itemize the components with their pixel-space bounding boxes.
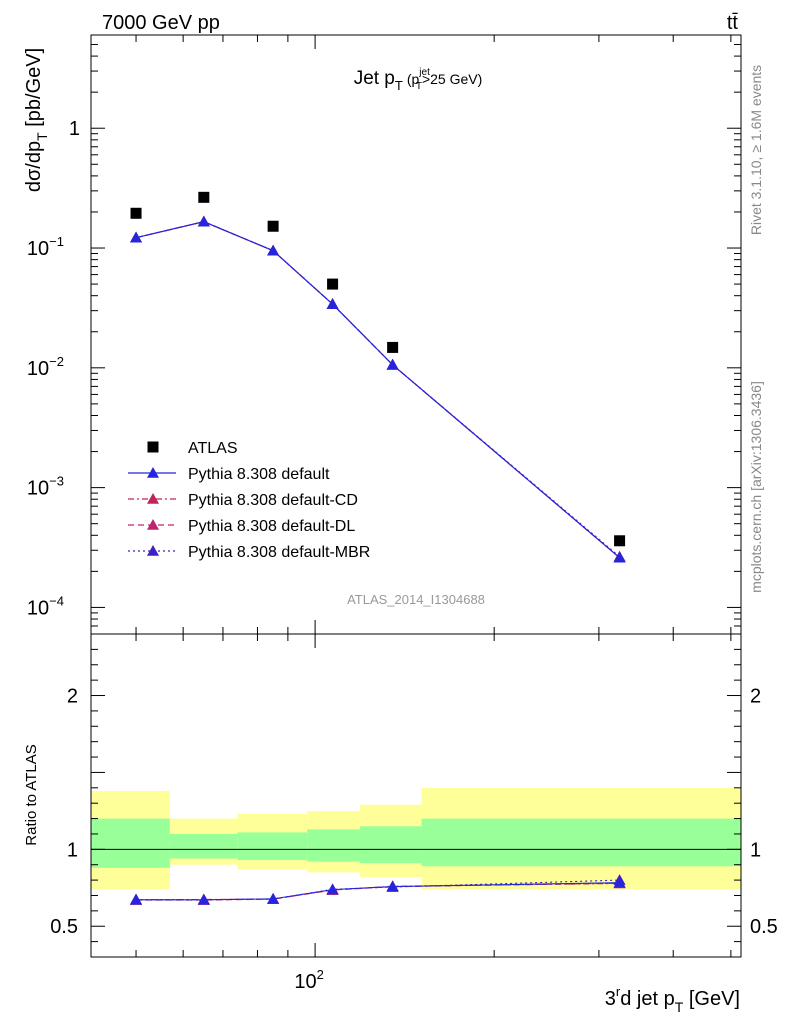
analysis-id: ATLAS_2014_I1304688	[347, 592, 485, 607]
ratio-line	[136, 882, 620, 901]
ratio-y-tick-label-right: 0.5	[750, 916, 778, 938]
atlas-point	[198, 191, 210, 203]
y-tick-label: 10−4	[27, 593, 64, 619]
ratio-point	[386, 880, 399, 892]
ratio-y-tick-label-right: 2	[750, 686, 761, 708]
legend-label: ATLAS	[188, 440, 238, 457]
atlas-point	[327, 278, 339, 290]
ratio-point	[613, 876, 626, 888]
atlas-point	[130, 207, 142, 219]
ratio-point	[267, 892, 280, 904]
series-line	[135, 221, 620, 559]
ratio-point	[197, 893, 210, 905]
atlas-point	[267, 220, 279, 232]
mc-point	[130, 231, 143, 243]
mc-point	[613, 551, 626, 563]
legend-marker	[147, 493, 159, 504]
ratio-y-tick-label-right: 1	[750, 839, 761, 861]
band-stat-bin	[169, 833, 238, 859]
mc-point	[197, 215, 210, 227]
legend-marker	[147, 519, 159, 530]
title-paren-sup: jet	[418, 67, 430, 78]
atlas-point	[387, 341, 399, 353]
band-stat-bin	[237, 832, 308, 861]
lower-ylabel: Ratio to ATLAS	[23, 744, 40, 845]
legend-label: Pythia 8.308 default	[188, 466, 330, 483]
y-tick-label: 1	[69, 118, 80, 140]
title-paren-rest: >25 GeV)	[422, 71, 482, 87]
title-paren-sub: T	[416, 81, 422, 92]
xlabel: 3rd jet pT [GeV]	[605, 984, 740, 1015]
mc-point	[267, 244, 280, 256]
lower-frame	[90, 633, 742, 958]
ratio-y-tick-label: 2	[67, 686, 78, 708]
lower-panel: 102 0.5 0.5 1 1 2 2	[50, 633, 778, 993]
ratio-y-tick-label: 1	[67, 839, 78, 861]
mcplots-label: mcplots.cern.ch [arXiv:1306.3436]	[748, 381, 764, 593]
ratio-y-tick-label: 0.5	[50, 916, 78, 938]
legend-label: Pythia 8.308 default-CD	[188, 492, 358, 509]
legend-label: Pythia 8.308 default-DL	[188, 518, 355, 535]
mc-point	[386, 358, 399, 370]
atlas-point	[614, 535, 626, 547]
mc-point	[326, 298, 339, 309]
band-stat-bin	[91, 818, 170, 868]
title-main: Jet p	[354, 68, 395, 89]
process-label: tt̄	[727, 12, 739, 34]
band-stat-bin	[421, 818, 741, 867]
legend-label: Pythia 8.308 default-MBR	[188, 544, 370, 561]
upper-ylabel: dσ/dpT [pb/GeV]	[23, 48, 50, 192]
y-tick-label: 10−2	[27, 354, 64, 380]
title-sub: T	[395, 78, 403, 93]
upper-panel: 1 10−1 10−2 10−3 10−4	[27, 34, 742, 635]
legend-atlas-marker	[147, 441, 159, 453]
ratio-point	[326, 883, 339, 895]
energy-label: 7000 GeV pp	[102, 12, 220, 34]
y-tick-label: 10−1	[27, 234, 64, 260]
upper-title: Jet pT (pjet T>25 GeV)	[354, 67, 483, 93]
y-tick-label: 10−3	[27, 474, 64, 500]
ratio-point	[130, 893, 143, 905]
title-paren: (p	[407, 71, 420, 87]
x-tick-label: 102	[294, 967, 323, 993]
legend-marker	[147, 545, 159, 556]
rivet-label: Rivet 3.1.10, ≥ 1.6M events	[748, 65, 764, 235]
legend: ATLAS Pythia 8.308 default Pythia 8.308 de…	[128, 440, 370, 561]
band-stat-bin	[307, 829, 361, 862]
band-stat-bin	[360, 826, 422, 864]
legend-marker	[147, 467, 159, 478]
